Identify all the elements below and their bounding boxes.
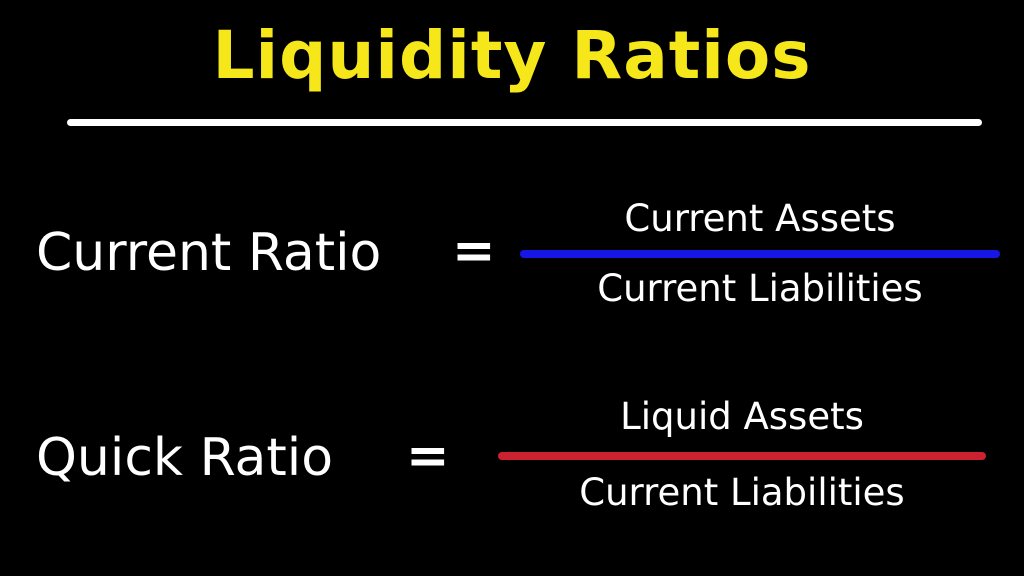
quick-ratio-fraction: Liquid Assets Current Liabilities <box>498 394 986 516</box>
slide-title: Liquidity Ratios <box>212 17 812 94</box>
current-ratio-fraction: Current Assets Current Liabilities <box>520 196 1000 312</box>
equals-sign: = <box>452 221 496 281</box>
fraction-denominator: Current Liabilities <box>597 267 923 310</box>
quick-ratio-label: Quick Ratio <box>36 428 334 488</box>
fraction-denominator: Current Liabilities <box>579 471 905 514</box>
fraction-numerator: Current Assets <box>624 197 896 240</box>
fraction-bar-red <box>498 452 986 460</box>
fraction-bar-blue <box>520 250 1000 258</box>
equals-sign: = <box>406 426 450 486</box>
fraction-numerator: Liquid Assets <box>620 395 864 438</box>
current-ratio-label: Current Ratio <box>36 223 382 283</box>
title-underline <box>67 119 982 126</box>
